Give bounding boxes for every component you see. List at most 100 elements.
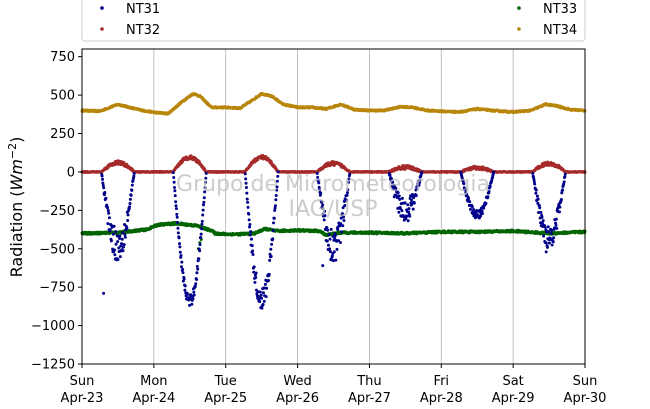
nt31-point — [546, 225, 550, 229]
nt31-point — [551, 240, 555, 244]
nt31-point — [559, 198, 563, 202]
nt31-point — [191, 297, 195, 301]
legend-label-nt32: NT32 — [126, 23, 160, 38]
nt31-point — [196, 267, 200, 271]
nt31-point — [338, 241, 342, 245]
nt31-point — [108, 228, 112, 232]
nt31-point — [197, 257, 201, 261]
nt31-point — [340, 230, 344, 234]
nt31-point — [130, 183, 134, 187]
nt31-point — [538, 206, 542, 210]
nt31-point — [274, 198, 278, 202]
nt31-point — [192, 290, 196, 294]
nt31-point — [247, 218, 251, 222]
nt31-point — [334, 258, 338, 262]
nt31-point — [183, 284, 187, 288]
nt31-point — [121, 249, 125, 253]
nt31-point — [333, 233, 337, 237]
nt31-point — [326, 243, 330, 247]
nt31-point — [535, 194, 539, 198]
nt31-point — [198, 249, 202, 253]
nt31-point — [271, 237, 275, 241]
nt31-point — [200, 219, 204, 223]
nt31-point — [112, 224, 116, 228]
nt31-point — [132, 171, 136, 175]
legend-frame — [81, 0, 586, 42]
nt31-point — [254, 276, 258, 280]
nt31-point — [554, 223, 558, 227]
y-tick-label-5: 0 — [67, 165, 75, 180]
nt31-point — [271, 228, 275, 232]
nt31-point — [181, 267, 185, 271]
nt31-point — [185, 291, 189, 295]
nt31-point — [561, 188, 565, 192]
nt31-point — [123, 235, 127, 239]
legend-label-nt33: NT33 — [543, 2, 577, 17]
legend: NT31 NT32 NT33 NT34 — [81, 0, 586, 42]
nt31-point — [130, 188, 134, 192]
nt31-point — [265, 286, 269, 290]
nt31-point — [400, 196, 404, 200]
x-tick-label-date-1: Apr-24 — [132, 391, 175, 406]
nt31-point — [114, 242, 118, 246]
nt31-point — [123, 233, 127, 237]
nt31-point — [468, 200, 472, 204]
nt31-point — [178, 245, 182, 249]
nt31-point — [106, 209, 110, 213]
nt31-point — [541, 219, 545, 223]
nt31-point — [107, 211, 111, 215]
nt31-point — [273, 204, 277, 208]
nt31-point — [103, 191, 107, 195]
nt31-point — [179, 265, 183, 269]
nt31-point — [272, 221, 276, 225]
nt31-point — [194, 282, 198, 286]
nt31-point — [543, 225, 547, 229]
nt31-point — [252, 265, 256, 269]
nt31-point — [258, 300, 262, 304]
x-tick-label-date-0: Apr-23 — [61, 391, 104, 406]
nt31-point — [325, 239, 329, 243]
nt31-point — [199, 236, 203, 240]
nt31-point — [480, 212, 484, 216]
nt31-point — [335, 247, 339, 251]
nt31-point — [472, 207, 476, 211]
nt31-point — [468, 207, 472, 211]
nt31-point — [563, 172, 567, 176]
nt31-point — [195, 271, 199, 275]
watermark: Grupo de Micrometeorologia IAG/USP — [176, 172, 490, 222]
nt31-point — [248, 222, 252, 226]
nt31-point — [176, 231, 180, 235]
nt31-point — [113, 253, 117, 257]
nt31-point — [113, 248, 116, 252]
nt31-point — [261, 302, 265, 306]
nt31-point — [336, 228, 340, 232]
nt31-point — [118, 255, 122, 259]
y-tick-label-6: 250 — [50, 127, 75, 142]
nt31-point — [121, 231, 125, 235]
x-tick-label-day-5: Fri — [434, 374, 450, 389]
nt31-point — [411, 207, 415, 211]
nt31-point — [406, 203, 410, 207]
nt31-point — [128, 197, 132, 201]
nt31-point — [200, 227, 204, 231]
nt31-point — [126, 218, 130, 222]
nt31-point — [557, 210, 561, 214]
nt31-point — [180, 260, 184, 264]
nt31-point — [132, 174, 136, 178]
nt31-point — [470, 205, 474, 209]
nt31-point — [341, 224, 345, 228]
nt31-point — [201, 208, 205, 212]
nt31-point — [104, 196, 108, 200]
nt31-point — [268, 258, 272, 262]
nt31-point — [101, 177, 105, 181]
nt31-point — [249, 237, 253, 241]
legend-label-nt31: NT31 — [126, 2, 160, 17]
plot-area: −1250−1000−750−500−2500250500750SunApr-2… — [31, 48, 606, 406]
nt31-point — [536, 197, 540, 201]
nt31-point — [125, 226, 129, 230]
nt31-point — [175, 215, 179, 219]
nt31-point — [545, 245, 549, 249]
nt31-point — [177, 236, 181, 240]
nt31-point — [116, 258, 120, 262]
